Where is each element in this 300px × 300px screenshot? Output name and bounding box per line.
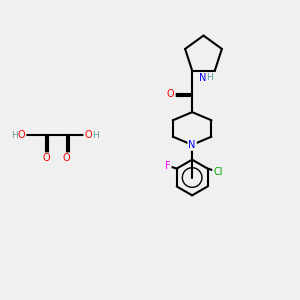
Text: O: O (18, 130, 26, 140)
Text: Cl: Cl (213, 167, 223, 177)
Text: H: H (11, 130, 18, 140)
Text: F: F (165, 160, 171, 171)
Text: H: H (92, 130, 98, 140)
Text: O: O (42, 153, 50, 163)
Text: O: O (84, 130, 92, 140)
Text: N: N (188, 140, 196, 150)
Text: H: H (207, 74, 213, 82)
Text: O: O (167, 89, 175, 99)
Text: N: N (199, 73, 206, 83)
Text: O: O (63, 153, 70, 163)
